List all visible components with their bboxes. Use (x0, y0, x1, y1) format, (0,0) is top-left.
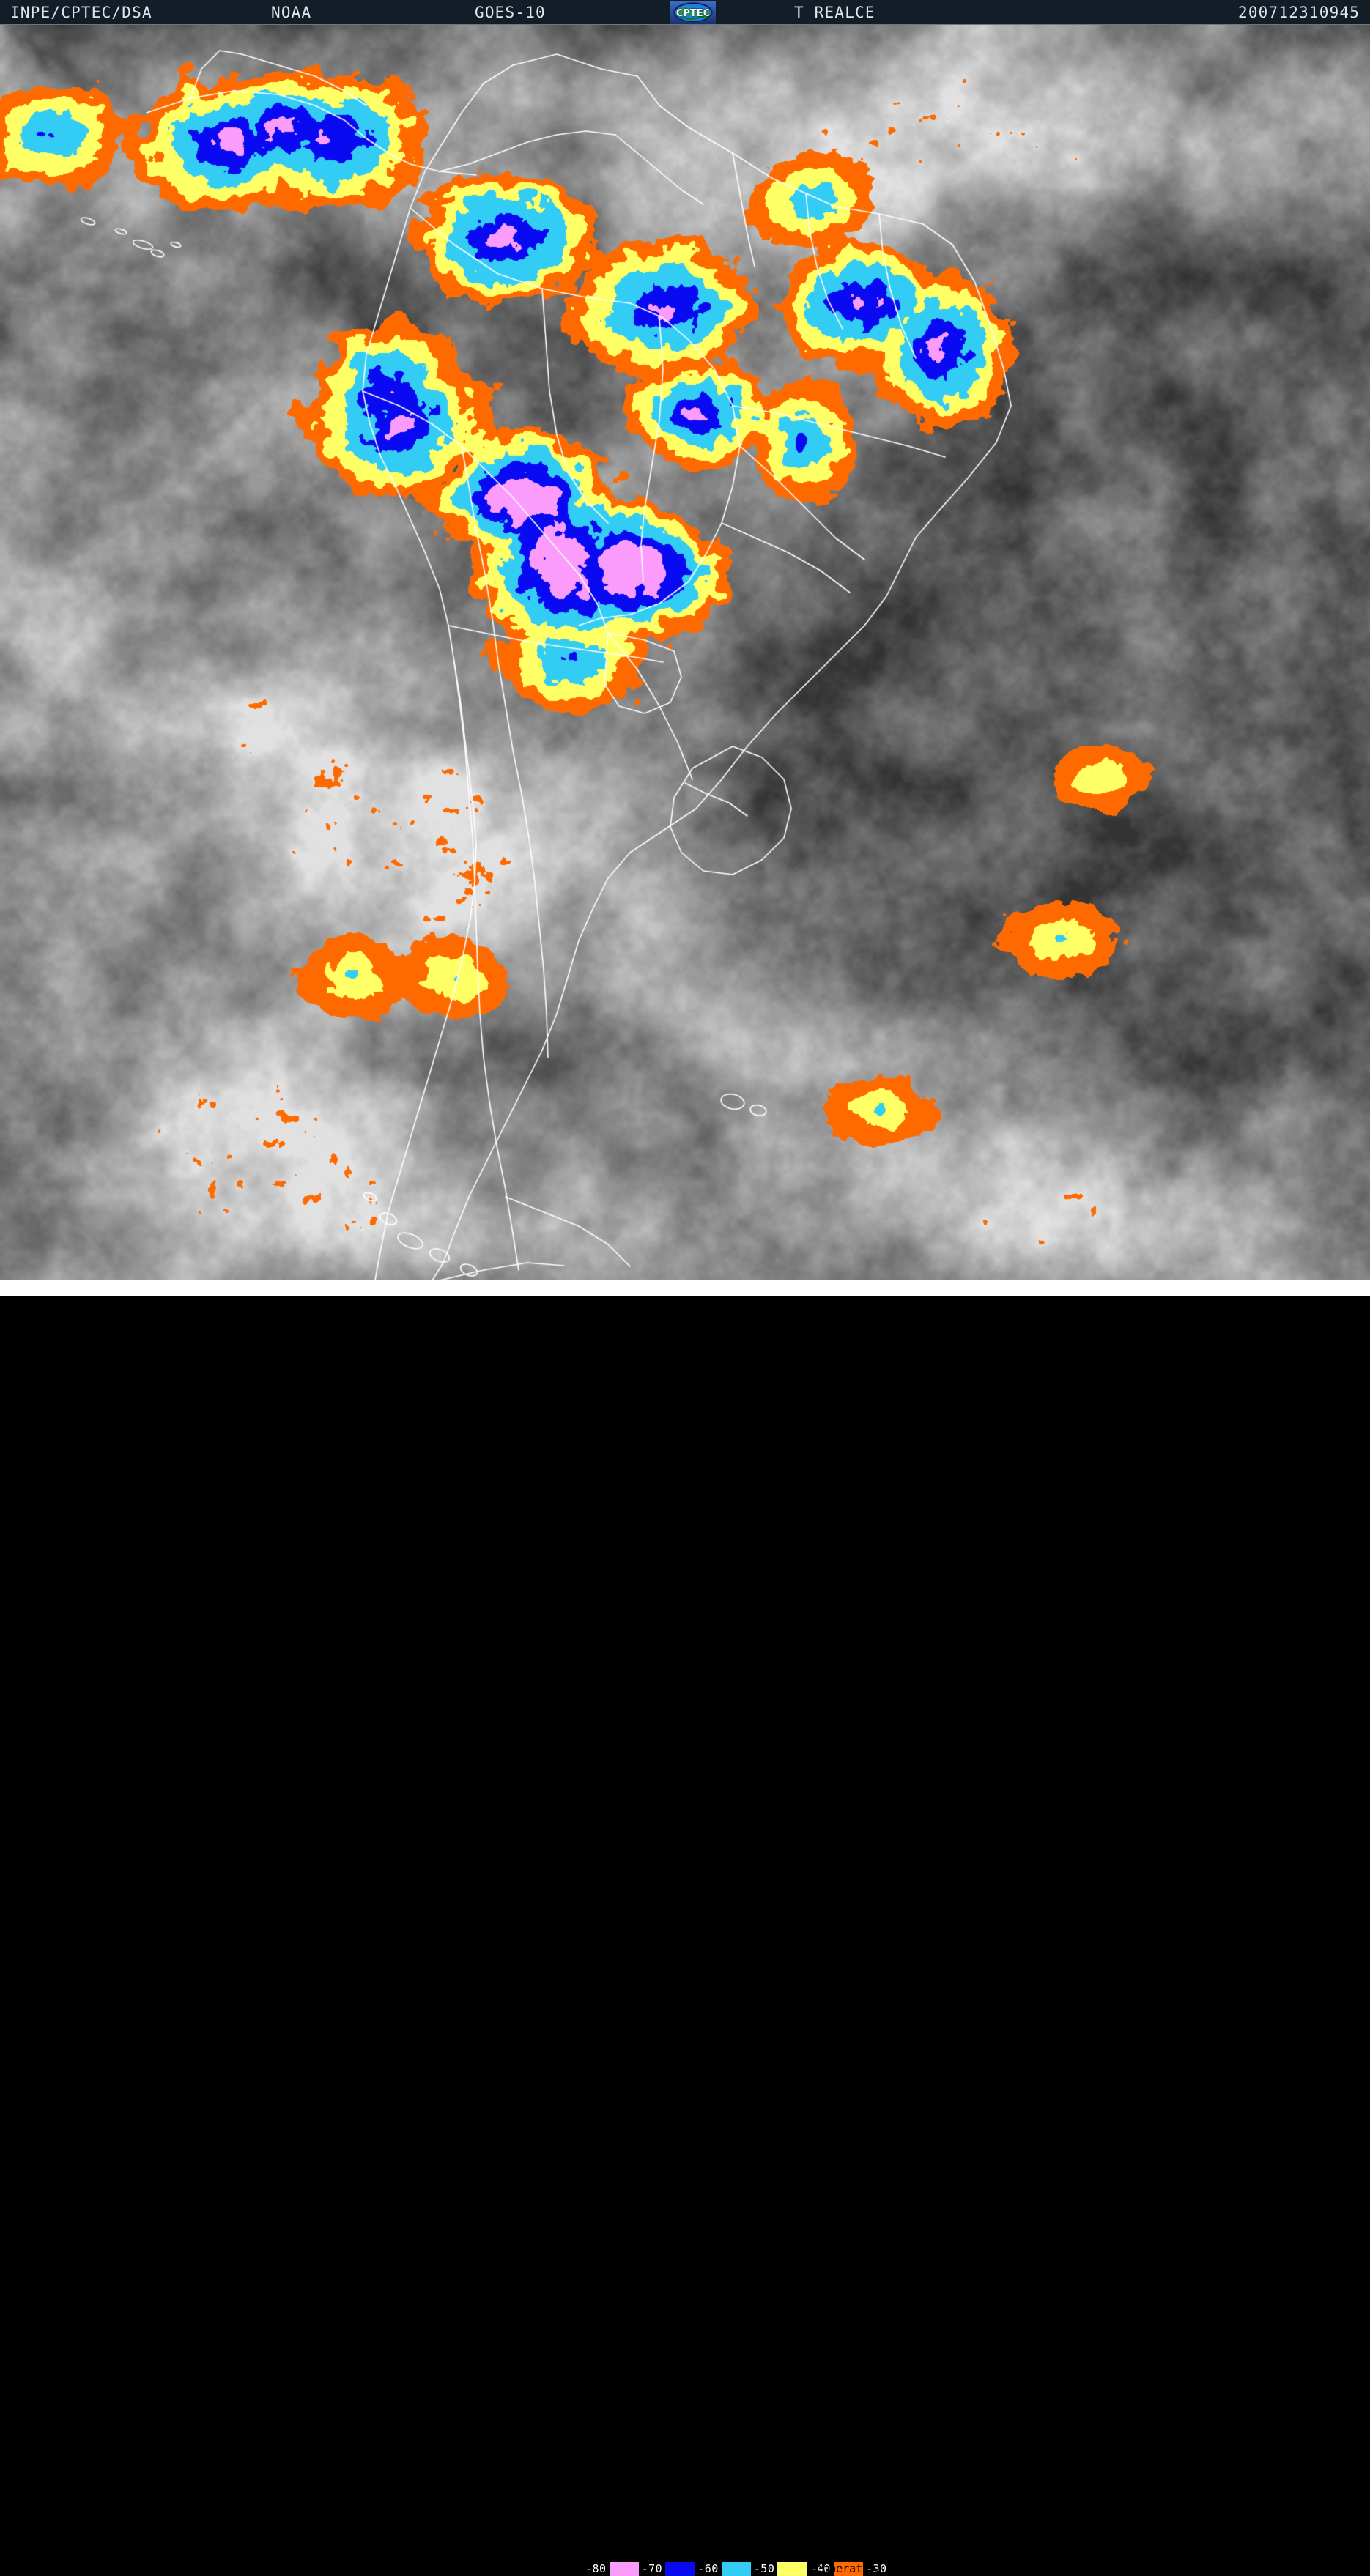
header-bar: INPE/CPTEC/DSA NOAA GOES-10 CPTEC T_REAL… (0, 0, 1370, 25)
legend-swatch-2 (721, 2562, 751, 2576)
agency-label: INPE/CPTEC/DSA (10, 4, 152, 21)
legend-title: Temperatura (810, 2562, 883, 2575)
satellite-label: GOES-10 (475, 4, 546, 21)
cptec-logo-text: CPTEC (676, 8, 710, 19)
legend-tick-minus60: -60 (695, 2562, 722, 2576)
satellite-image (0, 25, 1370, 1280)
infrared-enhanced-canvas (0, 25, 1370, 1280)
platform-label: NOAA (271, 4, 312, 21)
cptec-logo: CPTEC (670, 1, 716, 24)
product-label: T_REALCE (794, 4, 875, 21)
timestamp-label: 200712310945 (1238, 4, 1360, 21)
legend-swatch-3 (777, 2562, 807, 2576)
legend-tick-minus80: -80 (582, 2562, 610, 2576)
legend-swatch-1 (665, 2562, 695, 2576)
legend-strip: -80 -70 -60 -50 -40 -30 Temperatura Celsius (0, 1280, 1370, 2576)
legend-tick-minus70: -70 (638, 2562, 666, 2576)
legend-unit: Celsius (907, 2562, 954, 2575)
legend-tick-minus50: -50 (750, 2562, 778, 2576)
legend-swatch-0 (609, 2562, 639, 2576)
legend-caption: Temperatura Celsius (810, 2562, 954, 2576)
